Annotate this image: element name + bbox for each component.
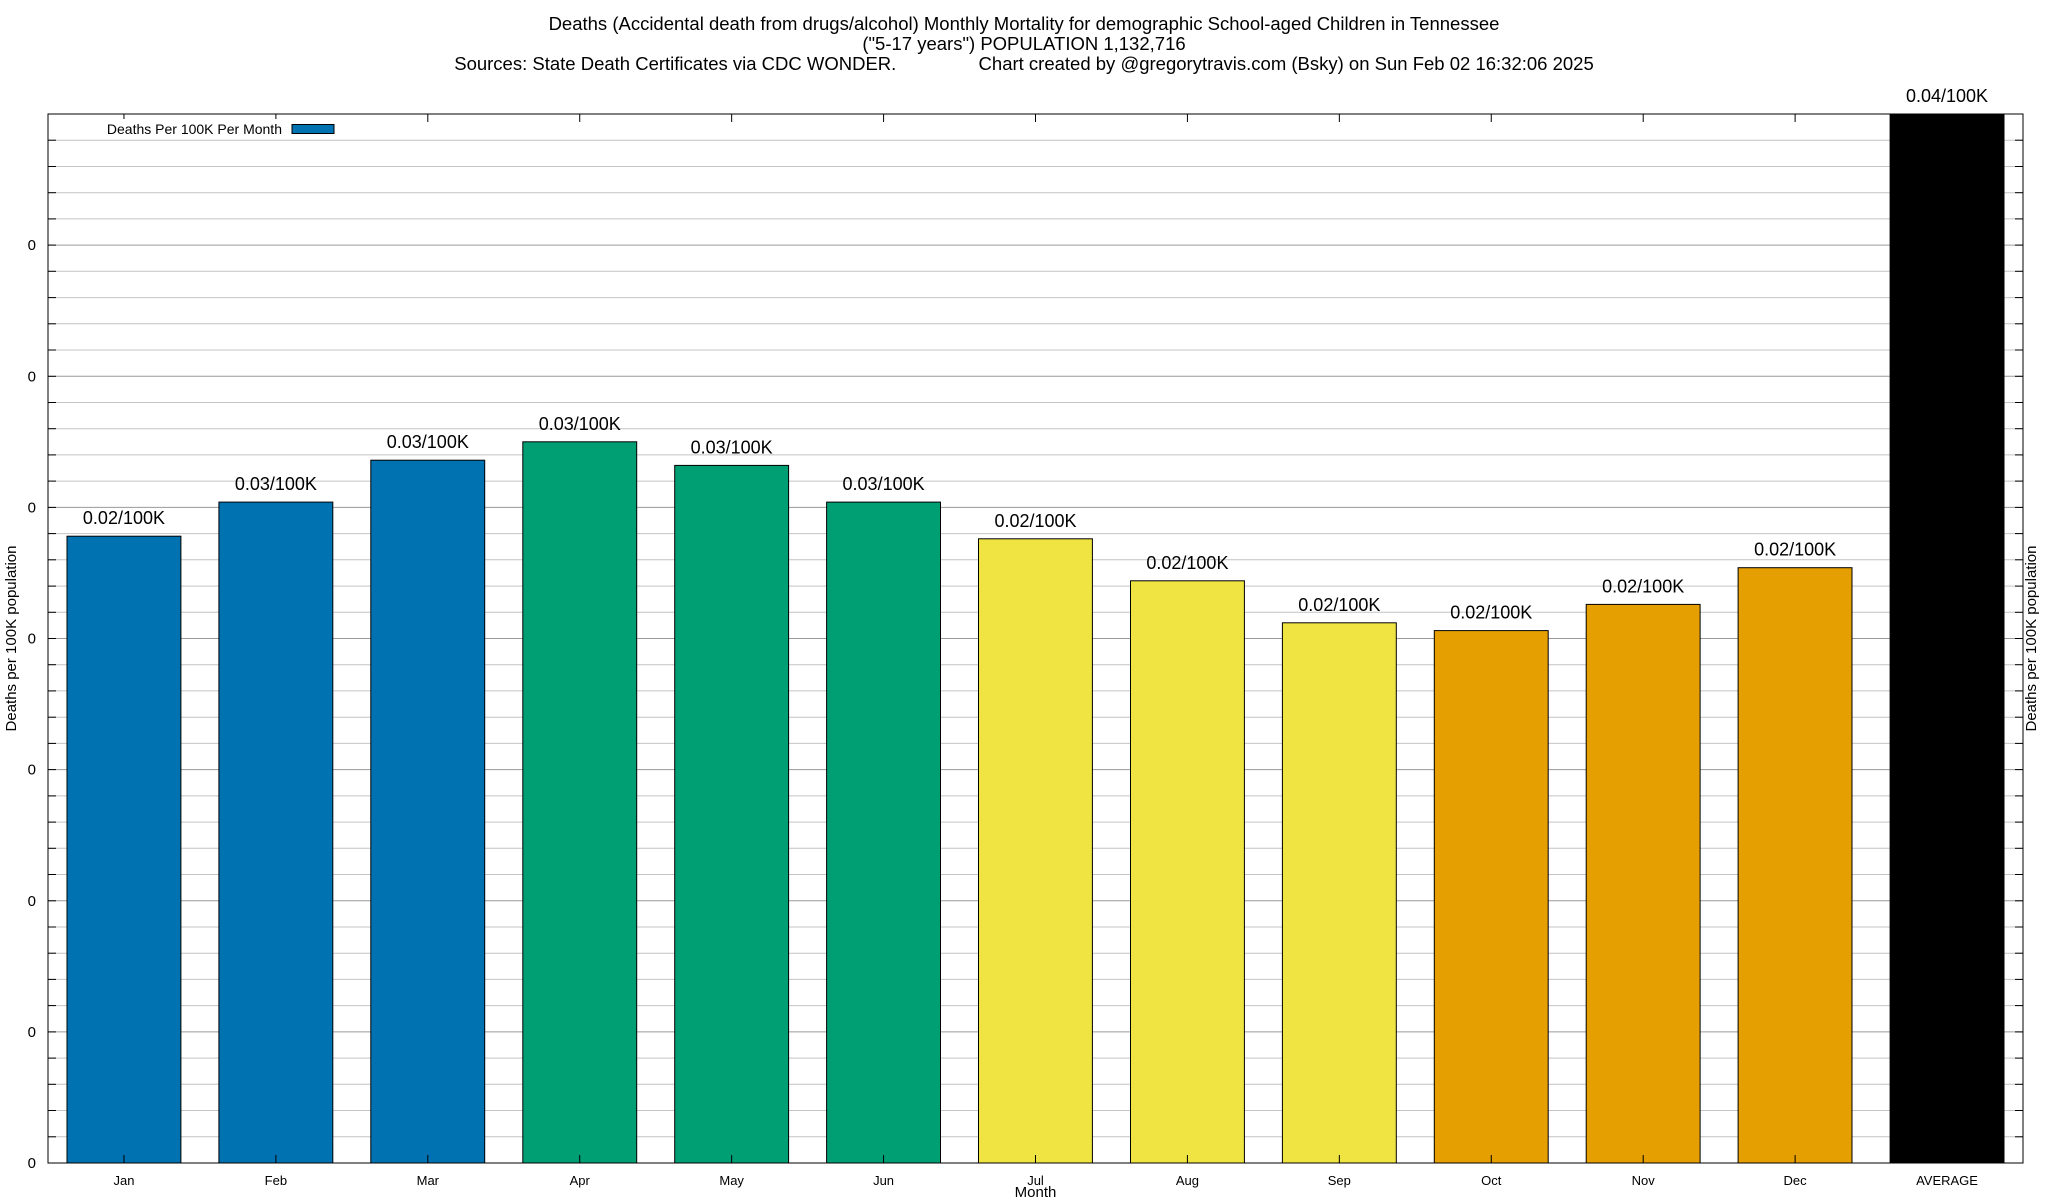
- bar-value-label: 0.02/100K: [994, 511, 1076, 531]
- bar-dec: [1737, 567, 1853, 1164]
- y-tick-label: 0: [28, 1024, 36, 1041]
- bar-average: [1889, 113, 2005, 1164]
- x-tick-label: Oct: [1481, 1173, 1502, 1188]
- legend-swatch: [291, 124, 335, 134]
- y-tick-label: 0: [28, 631, 36, 648]
- bar-jun: [826, 501, 941, 1164]
- bar-feb: [218, 501, 334, 1164]
- bar-mar: [370, 459, 486, 1164]
- chart-subtitle: ("5-17 years") POPULATION 1,132,716: [862, 33, 1186, 54]
- chart-source-line: Sources: State Death Certificates via CD…: [454, 53, 1594, 74]
- y-tick-label: 0: [28, 237, 36, 254]
- bar-jul: [978, 538, 1093, 1164]
- x-tick-label: Sep: [1328, 1173, 1351, 1188]
- bar-apr: [522, 441, 638, 1164]
- legend-entry-label: Deaths Per 100K Per Month: [107, 121, 282, 137]
- bar-value-labels: 0.02/100K 0.03/100K 0.03/100K 0.03/100K 0.03…: [83, 86, 1988, 623]
- y2-axis-title: Deaths per 100K population: [2023, 546, 2040, 732]
- chart-title-block: Deaths (Accidental death from drugs/alco…: [0, 14, 2048, 74]
- bar-value-label: 0.04/100K: [1906, 86, 1988, 106]
- x-tick-label: Mar: [417, 1173, 440, 1188]
- x-tick-label: Jan: [113, 1173, 134, 1188]
- x-tick-label: Aug: [1176, 1173, 1199, 1188]
- x-axis-title: Month: [1015, 1184, 1057, 1200]
- y-tick-label: 0: [28, 499, 36, 516]
- y-axis-title: Deaths per 100K population: [3, 546, 20, 732]
- bar-value-label: 0.02/100K: [1754, 540, 1836, 560]
- y-tick-labels: 0 0 0 0 0 0 0 0: [28, 237, 36, 1172]
- y-tick-label: 0: [28, 368, 36, 385]
- bar-value-label: 0.02/100K: [1450, 603, 1532, 623]
- bar-value-label: 0.02/100K: [1298, 595, 1380, 615]
- x-tick-label: Feb: [265, 1173, 287, 1188]
- bar-value-label: 0.03/100K: [235, 474, 317, 494]
- bar-value-label: 0.03/100K: [387, 432, 469, 452]
- legend-background: [76, 119, 340, 139]
- bar-value-label: 0.03/100K: [843, 474, 925, 494]
- legend: Deaths Per 100K Per Month: [76, 119, 340, 139]
- x-tick-label: Jul: [1027, 1173, 1044, 1188]
- x-tick-label: Apr: [570, 1173, 591, 1188]
- x-tick-label: Dec: [1784, 1173, 1808, 1188]
- bar-value-label: 0.03/100K: [691, 437, 773, 457]
- bar-value-label: 0.02/100K: [1146, 553, 1228, 573]
- y-tick-label: 0: [28, 762, 36, 779]
- bar-jan: [66, 535, 182, 1164]
- bar-value-label: 0.02/100K: [1602, 576, 1684, 596]
- bars: [66, 113, 2005, 1164]
- x-tick-label: AVERAGE: [1916, 1173, 1978, 1188]
- x-tick-label: Jun: [873, 1173, 894, 1188]
- bar-nov: [1585, 603, 1701, 1164]
- y-tick-label: 0: [28, 893, 36, 910]
- bar-aug: [1130, 580, 1245, 1164]
- bar-value-label: 0.03/100K: [539, 414, 621, 434]
- bar-value-label: 0.02/100K: [83, 508, 165, 528]
- plot-frame: [47, 113, 2024, 1164]
- x-tick-label: Nov: [1632, 1173, 1656, 1188]
- bar-sep: [1281, 622, 1397, 1164]
- y-tick-label: 0: [28, 1155, 36, 1172]
- chart-title: Deaths (Accidental death from drugs/alco…: [548, 13, 1500, 34]
- axes: [47, 113, 2024, 1164]
- bar-may: [674, 464, 790, 1164]
- bar-oct: [1433, 630, 1549, 1164]
- x-tick-labels: Jan Feb Mar Apr May Jun Jul Aug Sep Oct Nov Dec AVER…: [113, 1173, 1978, 1188]
- x-tick-label: May: [719, 1173, 744, 1188]
